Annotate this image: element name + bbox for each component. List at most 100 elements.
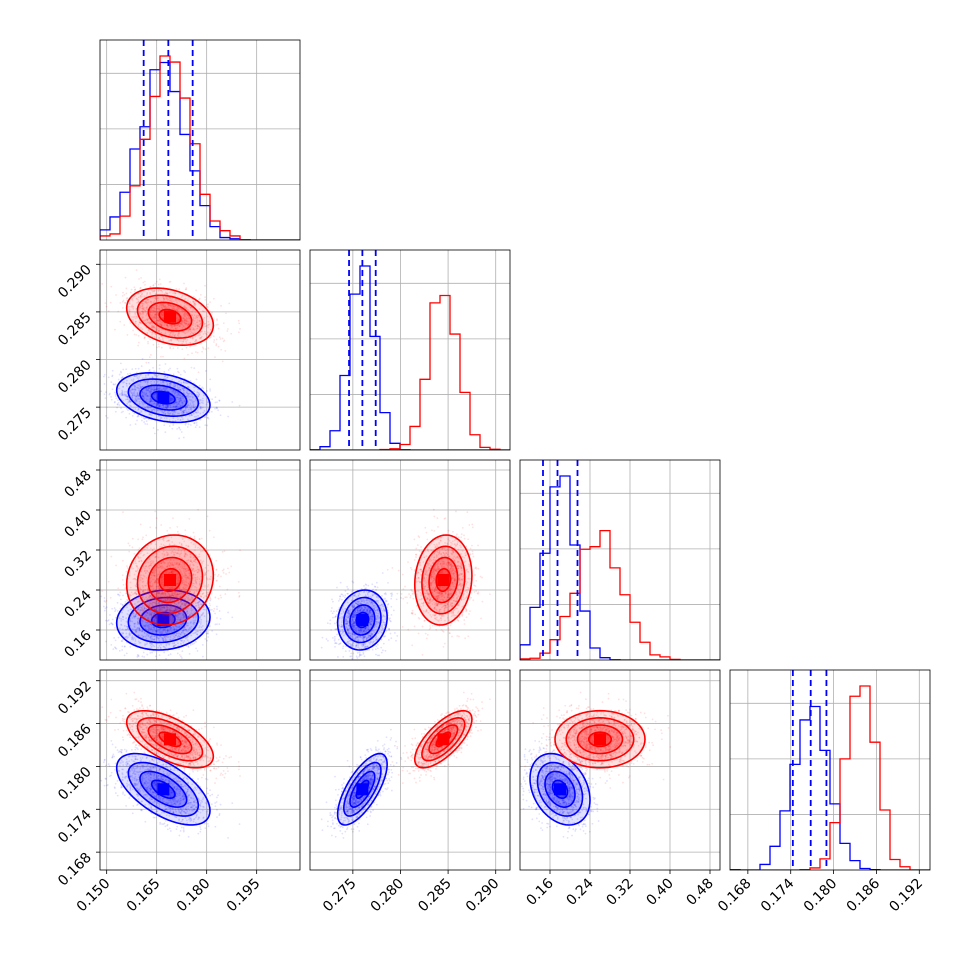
scatter-point xyxy=(197,395,199,398)
scatter-point xyxy=(141,302,144,305)
scatter-point xyxy=(133,374,136,377)
scatter-point xyxy=(123,391,126,393)
scatter-point xyxy=(133,412,136,415)
scatter-point xyxy=(158,404,161,407)
scatter-point xyxy=(121,578,124,581)
scatter-point xyxy=(149,390,152,393)
scatter-point xyxy=(173,324,176,327)
scatter-point xyxy=(149,397,152,400)
scatter-point xyxy=(125,390,128,393)
scatter-point xyxy=(182,340,184,343)
scatter-point xyxy=(151,400,154,403)
scatter-point xyxy=(202,394,205,397)
scatter-point xyxy=(213,607,216,610)
scatter-point xyxy=(141,385,144,388)
scatter-point xyxy=(128,404,131,407)
scatter-point xyxy=(187,353,189,356)
scatter-point xyxy=(185,644,188,647)
scatter-point xyxy=(152,315,154,318)
scatter-point xyxy=(170,399,172,402)
scatter-point xyxy=(226,588,229,591)
scatter-point xyxy=(147,407,150,409)
scatter-point xyxy=(181,387,184,390)
scatter-point xyxy=(133,333,136,336)
scatter-point xyxy=(132,392,135,395)
scatter-point xyxy=(173,385,176,388)
scatter-point xyxy=(149,406,152,409)
scatter-point xyxy=(138,319,141,322)
scatter-point xyxy=(158,654,161,657)
scatter-point xyxy=(164,389,167,392)
scatter-point xyxy=(206,305,209,308)
scatter-point xyxy=(216,407,218,410)
scatter-point xyxy=(150,403,153,406)
scatter-point xyxy=(129,401,132,404)
scatter-point xyxy=(122,399,124,402)
scatter-point xyxy=(152,388,155,391)
scatter-point xyxy=(157,428,159,431)
scatter-point xyxy=(188,317,191,320)
scatter-point xyxy=(169,404,172,407)
scatter-point xyxy=(215,323,218,326)
scatter-point xyxy=(218,399,221,402)
scatter-point xyxy=(109,596,112,599)
scatter-point xyxy=(189,644,192,646)
scatter-point xyxy=(150,400,153,403)
scatter-point xyxy=(184,423,187,426)
scatter-point xyxy=(178,288,181,290)
scatter-point xyxy=(147,389,150,391)
scatter-point xyxy=(121,391,124,394)
scatter-point xyxy=(136,397,139,400)
scatter-point xyxy=(206,549,209,552)
scatter-point xyxy=(126,379,128,382)
scatter-point xyxy=(143,280,146,283)
scatter-point xyxy=(120,394,123,397)
scatter-point xyxy=(140,322,143,325)
scatter-point xyxy=(150,324,153,327)
scatter-point xyxy=(160,664,162,666)
scatter-point xyxy=(155,396,158,399)
scatter-point xyxy=(143,625,146,628)
scatter-point xyxy=(141,391,144,394)
scatter-point xyxy=(181,650,184,653)
scatter-point xyxy=(159,403,162,406)
scatter-point xyxy=(182,305,185,308)
scatter-point xyxy=(130,614,133,617)
scatter-point xyxy=(111,388,114,391)
scatter-point xyxy=(176,412,179,415)
scatter-point xyxy=(124,276,127,279)
scatter-point xyxy=(238,591,240,594)
scatter-point xyxy=(167,303,170,306)
scatter-point xyxy=(193,422,196,424)
scatter-point xyxy=(105,406,108,409)
scatter-point xyxy=(157,320,160,322)
scatter-point xyxy=(156,297,159,300)
scatter-point xyxy=(122,594,124,597)
scatter-point xyxy=(149,412,152,415)
scatter-point xyxy=(214,573,216,576)
scatter-point xyxy=(105,606,108,609)
scatter-point xyxy=(209,388,212,391)
scatter-point xyxy=(176,526,179,528)
scatter-point xyxy=(161,303,164,305)
histogram-blue xyxy=(310,265,510,450)
scatter-point xyxy=(147,387,150,390)
scatter-point xyxy=(135,374,138,377)
scatter-point xyxy=(119,320,122,323)
scatter-point xyxy=(165,292,168,295)
scatter-point xyxy=(227,567,229,570)
scatter-point xyxy=(124,394,127,397)
scatter-point xyxy=(206,639,208,642)
scatter-point xyxy=(171,390,173,393)
scatter-point xyxy=(206,331,209,334)
scatter-point xyxy=(162,412,165,414)
scatter-point xyxy=(180,381,183,384)
scatter-point xyxy=(161,338,164,340)
scatter-point xyxy=(156,404,158,407)
scatter-point xyxy=(172,406,175,408)
scatter-point xyxy=(140,326,142,329)
scatter-point xyxy=(124,602,127,605)
scatter-point xyxy=(138,387,141,390)
scatter-point xyxy=(122,381,125,384)
scatter-point xyxy=(164,405,167,407)
